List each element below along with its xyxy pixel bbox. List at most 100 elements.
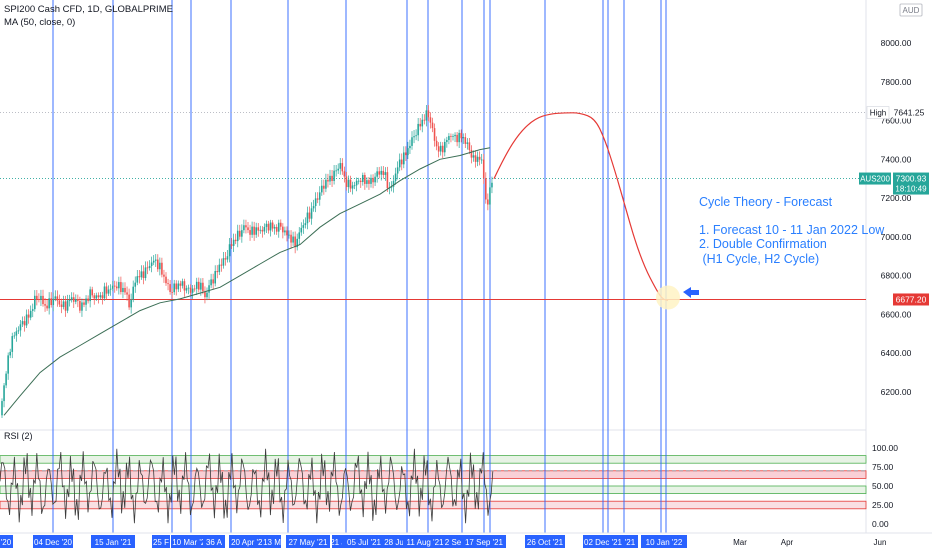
time-tick-label: 10 Jan '22: [646, 538, 683, 547]
candle-body: [345, 176, 348, 188]
candle-body: [314, 198, 317, 207]
candle-body: [204, 291, 206, 298]
rsi-tick-label: 50.00: [872, 481, 894, 491]
candle-body: [122, 287, 124, 293]
candle-body: [193, 288, 196, 290]
time-tick-highlight: [229, 535, 269, 548]
high-badge-label: High: [870, 109, 886, 118]
candle-body: [300, 227, 303, 233]
candle-body: [435, 140, 438, 147]
candle-body: [177, 283, 180, 290]
candle-body: [128, 294, 130, 308]
candle-body: [228, 244, 231, 257]
candle-body: [411, 137, 413, 146]
candle-body: [21, 321, 24, 325]
candle-body: [81, 302, 83, 311]
candle-body: [247, 227, 249, 231]
rsi-tick-label: 100.00: [872, 443, 898, 453]
candle-body: [468, 142, 471, 150]
forecast-annotation: Cycle Theory - Forecast 1. Forecast 10 -…: [699, 195, 884, 266]
symbol-title[interactable]: SPI200 Cash CFD, 1D, GLOBALPRIME: [4, 4, 173, 15]
time-tick-highlight: [286, 535, 330, 548]
candle-body: [48, 298, 50, 309]
candle-body: [120, 282, 122, 293]
candle-body: [366, 180, 368, 184]
candle-body: [452, 136, 454, 137]
candle-body: [372, 177, 374, 183]
candle-body: [304, 223, 307, 226]
candle-body: [351, 185, 354, 189]
candle-body: [130, 299, 132, 308]
candle-body: [140, 271, 143, 278]
candle-body: [27, 314, 30, 318]
candle-body: [44, 304, 46, 306]
time-tick-label: 17 Sep '21: [465, 538, 504, 547]
candle-body: [75, 299, 77, 302]
legend: SPI200 Cash CFD, 1D, GLOBALPRIME MA (50,…: [4, 3, 173, 29]
rsi-tick-label: 25.00: [872, 500, 894, 510]
time-tick-label: 04 Dec '20: [34, 538, 73, 547]
candle-body: [472, 155, 475, 158]
candle-body: [34, 295, 36, 310]
candle-body: [489, 187, 491, 205]
candle-body: [450, 136, 452, 137]
rsi-legend[interactable]: RSI (2): [4, 431, 33, 441]
time-tick-highlight: [91, 535, 135, 548]
countdown-label: 18:10:49: [895, 185, 927, 194]
time-tick-highlight: [263, 535, 281, 548]
candle-body: [214, 271, 216, 284]
candle-body: [239, 230, 241, 237]
candle-body: [56, 296, 59, 301]
candle-body: [68, 300, 71, 301]
candle-body: [169, 284, 171, 293]
rsi-tick-label: 75.00: [872, 462, 894, 472]
candle-body: [306, 212, 309, 224]
candle-body: [337, 168, 339, 171]
price-tick-label: 7400.00: [881, 154, 912, 164]
candle-body: [79, 300, 81, 311]
candle-body: [109, 288, 112, 290]
candle-body: [50, 298, 52, 306]
candle-body: [347, 179, 350, 188]
candle-body: [267, 223, 270, 231]
candle-body: [29, 310, 32, 318]
time-tick-highlight: [171, 535, 211, 548]
time-tick-highlight: [462, 535, 506, 548]
candle-body: [236, 230, 239, 242]
candle-body: [85, 298, 87, 305]
candle-body: [280, 222, 282, 227]
candle-body: [58, 300, 61, 305]
ma-legend[interactable]: MA (50, close, 0): [4, 17, 76, 28]
candle-body: [333, 170, 335, 182]
candle-body: [181, 281, 184, 286]
time-tick-label: 11 Aug '21: [407, 538, 445, 547]
time-tick-highlight: [203, 535, 225, 548]
candle-body: [208, 285, 210, 293]
candle-body: [7, 355, 9, 374]
candle-body: [234, 239, 237, 242]
candle-body: [357, 180, 360, 182]
candle-body: [275, 226, 278, 232]
candle-body: [25, 314, 28, 326]
candle-body: [392, 180, 395, 187]
candle-body: [403, 152, 405, 165]
candle-body: [491, 182, 493, 188]
candle-body: [105, 286, 108, 294]
candle-body: [419, 123, 421, 127]
candle-body: [171, 292, 173, 293]
candle-body: [150, 262, 153, 267]
price-tick-label: 7000.00: [881, 232, 912, 242]
candle-body: [3, 385, 5, 402]
time-tick-label: 36 A: [206, 538, 223, 547]
candle-body: [378, 171, 380, 175]
candle-body: [175, 283, 178, 290]
candle-body: [462, 137, 465, 139]
candle-body: [195, 281, 198, 289]
candle-body: [427, 110, 430, 118]
candle-body: [446, 140, 448, 142]
candle-body: [136, 276, 139, 283]
candle-body: [222, 258, 225, 266]
candle-body: [107, 289, 110, 294]
candle-body: [103, 286, 106, 299]
